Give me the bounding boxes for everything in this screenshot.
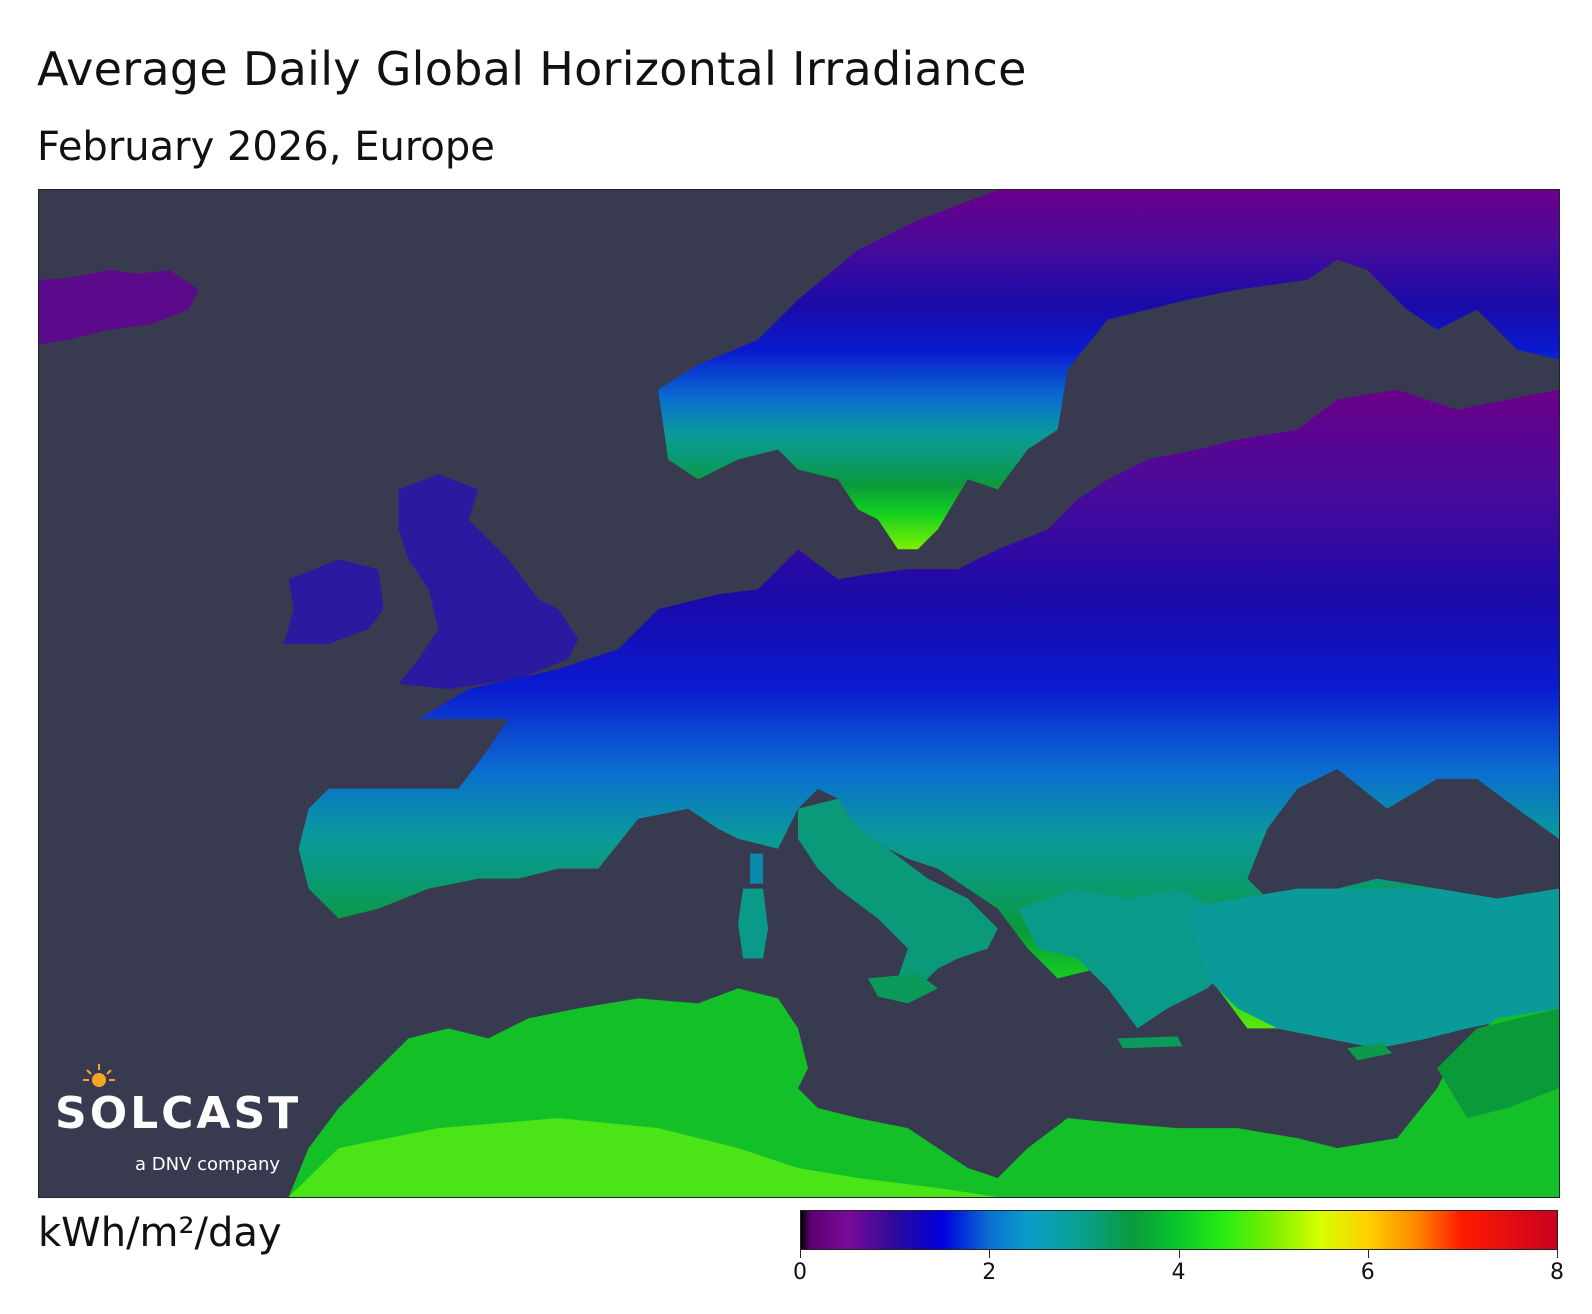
colorbar-tick-label: 8 xyxy=(1550,1260,1564,1285)
map-title: Average Daily Global Horizontal Irradian… xyxy=(37,42,1027,96)
land-cyprus xyxy=(1347,1043,1393,1061)
map-svg xyxy=(39,190,1559,1197)
sun-icon xyxy=(83,1064,115,1087)
irradiance-map: SOLCAST a DNV company xyxy=(38,189,1560,1198)
land-scandinavia xyxy=(658,190,1559,550)
land-sicily xyxy=(867,973,938,1004)
colorbar-tick xyxy=(1367,1250,1369,1258)
colorbar xyxy=(800,1210,1558,1250)
land-sardinia xyxy=(738,888,769,959)
colorbar-tick-label: 0 xyxy=(793,1260,807,1285)
colorbar-tick-label: 6 xyxy=(1360,1260,1375,1285)
land-corsica xyxy=(750,853,764,884)
map-subtitle: February 2026, Europe xyxy=(37,124,495,170)
land-britain xyxy=(398,474,579,690)
land-balkans xyxy=(1017,888,1238,1029)
land-iceland xyxy=(39,269,199,345)
land-levant xyxy=(1437,1008,1559,1119)
colorbar-tick xyxy=(1178,1250,1180,1258)
colorbar-tick-label: 2 xyxy=(982,1260,997,1285)
solcast-logo: SOLCAST a DNV company xyxy=(55,1064,298,1178)
colorbar-tick xyxy=(800,1250,801,1258)
land-italy xyxy=(798,798,998,989)
land-turkey xyxy=(1187,888,1559,1049)
colorbar-tick-label: 4 xyxy=(1171,1260,1186,1285)
land-sahara-glow xyxy=(288,1118,998,1197)
land-crete xyxy=(1117,1036,1183,1049)
land-ireland xyxy=(283,559,384,645)
land-continent xyxy=(298,389,1559,1049)
colorbar-unit-label: kWh/m²/day xyxy=(38,1210,282,1256)
colorbar-tick xyxy=(989,1250,991,1258)
logo-wordmark: SOLCAST xyxy=(55,1088,302,1139)
logo-tagline: a DNV company xyxy=(135,1154,281,1175)
colorbar-tick xyxy=(1557,1250,1558,1258)
